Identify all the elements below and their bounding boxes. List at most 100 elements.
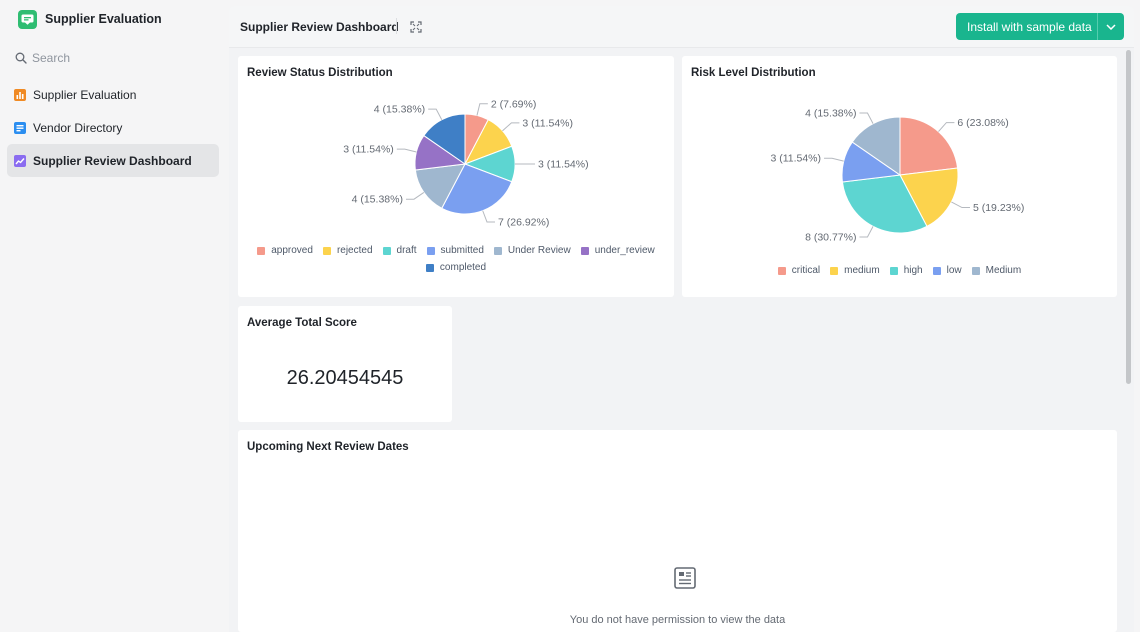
no-data-document-icon <box>674 567 696 589</box>
upcoming-review-dates-card: Upcoming Next Review Dates You do not ha… <box>238 430 1117 632</box>
install-button-divider <box>1097 13 1098 40</box>
table-icon <box>14 121 26 134</box>
legend-item[interactable]: submitted <box>426 245 484 256</box>
legend-label: high <box>903 265 923 276</box>
legend-label: Under Review <box>507 245 571 256</box>
pie-slice-submitted[interactable] <box>441 163 513 215</box>
pie-data-label: 3 (11.54%) <box>770 153 821 165</box>
pie-slice-under-review[interactable] <box>414 163 466 209</box>
legend-item[interactable]: high <box>889 265 923 276</box>
legend-item[interactable]: Under Review <box>493 245 571 256</box>
legend-swatch <box>322 246 331 255</box>
legend-swatch <box>493 246 502 255</box>
pie-data-label: 4 (15.38%) <box>374 104 425 116</box>
pie-data-label: 7 (26.92%) <box>498 216 549 228</box>
sidebar: Supplier Evaluation Search Supplier Eval… <box>0 0 228 632</box>
chevron-down-icon[interactable] <box>1098 13 1124 40</box>
pie-label-leader-line <box>396 148 417 153</box>
average-total-score-card: Average Total Score 26.20454545 <box>238 306 452 422</box>
pie-label-leader-line <box>938 122 955 132</box>
pie-label-leader-line <box>859 112 874 124</box>
pie-label-leader-line <box>859 226 874 238</box>
risk-level-pie-chart: 6 (23.08%) 5 (19.23%) 8 (30.77%) 3 (11.54%)… <box>770 108 1024 244</box>
legend-item[interactable]: rejected <box>322 245 373 256</box>
legend-swatch <box>830 266 839 275</box>
legend-item[interactable]: under_review <box>580 245 655 256</box>
pie-label-leader-line <box>428 108 443 120</box>
sidebar-item-supplier-evaluation[interactable]: Supplier Evaluation <box>7 78 219 111</box>
sidebar-item-label: Supplier Evaluation <box>33 87 137 102</box>
sidebar-item-label: Vendor Directory <box>33 120 123 135</box>
legend-label: Medium <box>985 265 1022 276</box>
legend-swatch <box>777 266 786 275</box>
pie-label-leader-line <box>405 191 425 200</box>
sidebar-item-vendor-directory[interactable]: Vendor Directory <box>7 111 219 144</box>
app-header: Supplier Evaluation <box>18 9 162 29</box>
legend-swatch <box>889 266 898 275</box>
pie-data-label: 6 (23.08%) <box>957 117 1008 129</box>
legend-item[interactable]: draft <box>382 245 417 256</box>
legend-label: medium <box>844 265 880 276</box>
pie-label-leader-line <box>482 210 495 223</box>
legend-item[interactable]: low <box>932 265 962 276</box>
pie-label-leader-line <box>824 157 844 162</box>
pie-slice-medium[interactable] <box>899 167 959 228</box>
legend-label: critical <box>791 265 821 276</box>
card-title: Upcoming Next Review Dates <box>247 441 409 453</box>
toolbar-divider <box>396 18 397 34</box>
legend-item[interactable]: critical <box>777 265 821 276</box>
scrollbar-thumb[interactable] <box>1126 50 1131 384</box>
sidebar-item-label: Supplier Review Dashboard <box>33 153 192 168</box>
pie-data-label: 3 (11.54%) <box>522 117 573 129</box>
review-status-legend: approved rejected draft submitted Under Revi… <box>238 245 674 273</box>
install-with-sample-data-button: Install with sample data <box>956 13 1124 40</box>
card-title: Risk Level Distribution <box>691 67 816 79</box>
search-icon <box>15 52 27 64</box>
legend-swatch <box>932 266 941 275</box>
dashboard-icon <box>14 154 26 167</box>
pie-slice-completed[interactable] <box>423 113 466 165</box>
legend-item[interactable]: medium <box>830 265 880 276</box>
sidebar-item-supplier-review-dashboard[interactable]: Supplier Review Dashboard <box>7 144 219 177</box>
fullscreen-icon[interactable] <box>410 21 422 33</box>
pie-slice-high[interactable] <box>841 174 928 234</box>
pie-data-label: 4 (15.38%) <box>352 194 403 206</box>
legend-item[interactable]: completed <box>425 262 486 273</box>
legend-label: approved <box>271 245 313 256</box>
legend-swatch <box>257 246 266 255</box>
install-button-label[interactable]: Install with sample data <box>967 19 1092 34</box>
dashboard-toolbar: Supplier Review Dashboard Install with s… <box>229 6 1134 48</box>
legend-swatch <box>971 266 980 275</box>
legend-label: low <box>946 265 962 276</box>
card-title: Average Total Score <box>247 317 357 329</box>
legend-label: under_review <box>594 245 655 256</box>
pie-label-leader-line <box>502 122 520 132</box>
search-placeholder: Search <box>32 51 71 65</box>
pie-data-label: 4 (15.38%) <box>805 108 856 120</box>
review-status-card: Review Status Distribution 2 (7.69%) 3 (1… <box>238 56 674 297</box>
search-input[interactable]: Search <box>15 50 70 66</box>
legend-swatch <box>580 246 589 255</box>
legend-label: draft <box>396 245 417 256</box>
risk-level-legend: critical medium high low Medium <box>682 265 1117 276</box>
dashboard-main: Supplier Review Dashboard Install with s… <box>229 6 1134 632</box>
legend-swatch <box>425 263 434 272</box>
pie-slice-medium[interactable] <box>851 116 901 176</box>
legend-item[interactable]: Medium <box>971 265 1022 276</box>
legend-label: rejected <box>336 245 373 256</box>
review-status-pie-chart: 2 (7.69%) 3 (11.54%) 3 (11.54%) 7 (26.92%) 4… <box>343 98 589 228</box>
page-title: Supplier Review Dashboard <box>240 20 399 34</box>
permission-message: You do not have permission to view the d… <box>569 614 786 626</box>
risk-level-card: Risk Level Distribution 6 (23.08%) 5 (19.… <box>682 56 1117 297</box>
pie-data-label: 3 (11.54%) <box>538 159 589 171</box>
pie-data-label: 3 (11.54%) <box>343 144 394 156</box>
legend-swatch <box>382 246 391 255</box>
pie-data-label: 2 (7.69%) <box>491 98 537 110</box>
pie-slice-critical[interactable] <box>899 116 959 176</box>
pie-label-leader-line <box>951 201 970 209</box>
app-title: Supplier Evaluation <box>45 12 162 26</box>
legend-item[interactable]: approved <box>257 245 313 256</box>
pie-data-label: 5 (19.23%) <box>973 202 1024 214</box>
pie-label-leader-line <box>476 103 488 116</box>
card-title: Review Status Distribution <box>247 67 393 79</box>
